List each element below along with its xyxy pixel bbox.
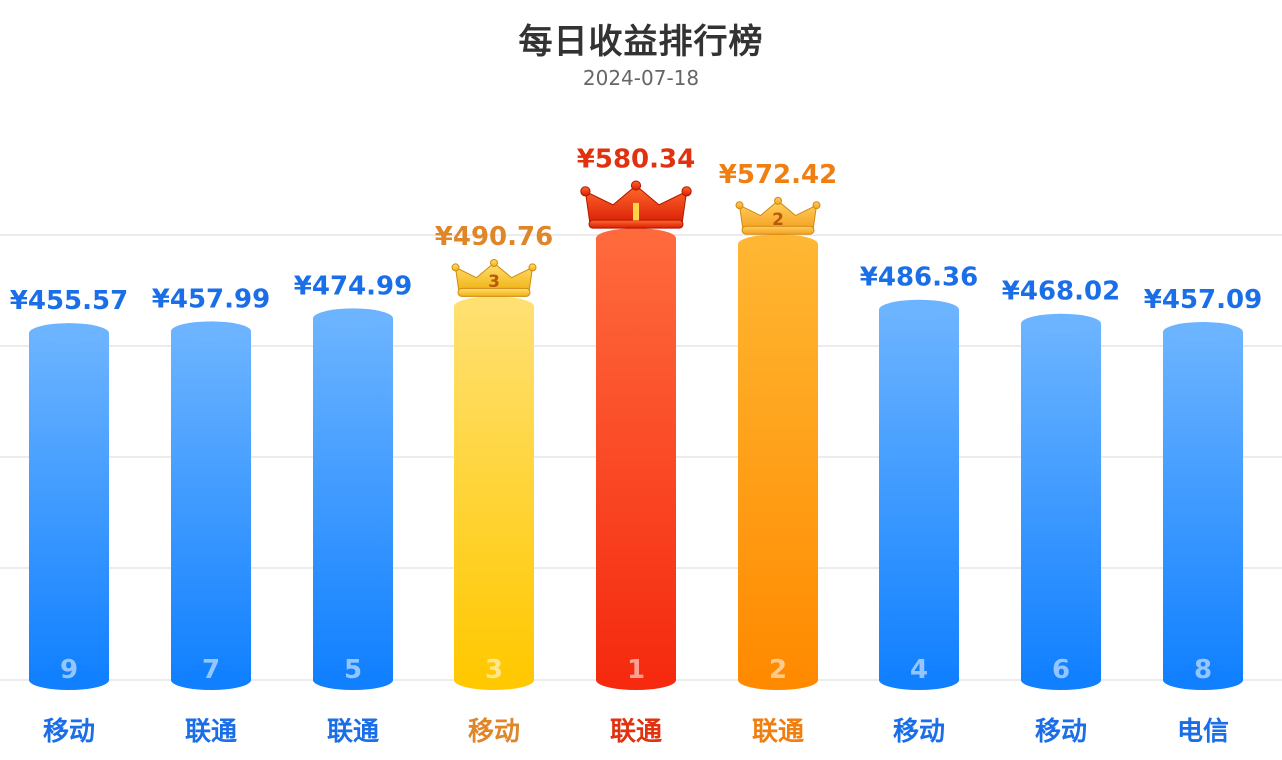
value-label: ¥572.42 [719,160,837,190]
bar-top [1021,313,1101,334]
category-label: 联通 [610,717,662,747]
bar-group: 5 ¥474.99 联通 [294,271,412,747]
crown-rank-label: 2 [772,210,784,230]
crown-3-icon: 3 [451,258,537,297]
bar-top [454,296,534,317]
bar-group: 4 ¥486.36 移动 [860,263,978,747]
bar-top [879,299,959,320]
bar-top [313,308,393,329]
bar-group: 1 1 ¥580.34 联通 [577,145,695,747]
bar-rank-label: 5 [344,655,362,685]
bar-top [171,321,251,342]
category-label: 联通 [752,717,804,747]
value-label: ¥457.99 [152,284,270,314]
category-label: 移动 [468,717,520,747]
bar-base [171,670,251,690]
bar-top [29,323,109,344]
chart-title: 每日收益排行榜 [518,22,764,62]
bar-rank-label: 4 [910,655,928,685]
bar [738,244,818,680]
bar [454,306,534,680]
bar-rank-label: 9 [60,655,78,685]
bar-base [313,670,393,690]
bar-group: 8 ¥457.09 电信 [1144,285,1262,747]
bar-rank-label: 6 [1052,655,1070,685]
crown-2-icon: 2 [735,196,821,235]
bar-base [879,670,959,690]
bar [29,333,109,680]
crown-rank-label: 3 [488,272,500,292]
category-label: 联通 [185,717,237,747]
value-label: ¥474.99 [294,271,412,301]
bar-top [738,234,818,255]
bar-group: 7 ¥457.99 联通 [152,284,270,747]
bar-group: 3 3 ¥490.76 移动 [435,222,553,747]
bar-rank-label: 7 [202,655,220,685]
chart-date: 2024-07-18 [582,66,700,90]
value-label: ¥486.36 [860,263,978,293]
bar-rank-label: 3 [485,655,503,685]
bar-top [596,228,676,249]
bar-base [1163,670,1243,690]
value-label: ¥490.76 [435,222,553,252]
bar-group: 6 ¥468.02 移动 [1002,277,1120,747]
value-label: ¥468.02 [1002,277,1120,307]
category-label: 电信 [1177,717,1229,747]
bar-group: 9 ¥455.57 移动 [10,286,128,747]
bar-rank-label: 2 [769,655,787,685]
crown-1-icon: 1 [580,180,692,229]
bar-base [454,670,534,690]
bar [1021,323,1101,680]
bar [596,238,676,680]
bar-base [29,670,109,690]
bar [171,331,251,680]
bar [1163,332,1243,680]
bar-top [1163,322,1243,343]
bar-base [738,670,818,690]
value-label: ¥580.34 [577,145,695,175]
category-label: 移动 [1035,717,1087,747]
bar [879,309,959,680]
crown-rank-mark [633,202,639,221]
value-label: ¥455.57 [10,286,128,316]
category-label: 移动 [893,717,945,747]
bar-group: 2 2 ¥572.42 联通 [719,160,837,747]
bar-base [1021,670,1101,690]
bar [313,318,393,680]
value-label: ¥457.09 [1144,285,1262,315]
bar-rank-label: 8 [1194,655,1212,685]
bar-base [596,670,676,690]
category-label: 联通 [327,717,379,747]
bar-rank-label: 1 [627,655,645,685]
category-label: 移动 [43,717,95,747]
